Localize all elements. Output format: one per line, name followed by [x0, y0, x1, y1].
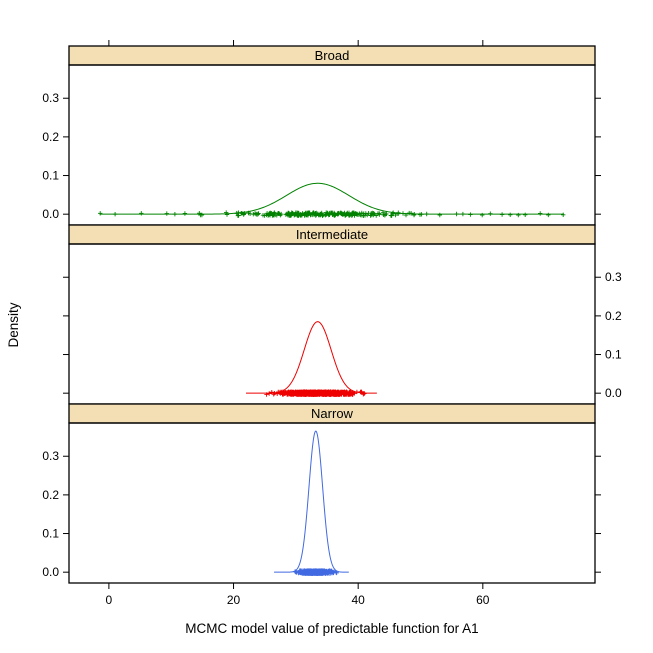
x-tick-label: 60 — [476, 593, 490, 607]
panel-border — [68, 422, 596, 584]
panel-border — [68, 243, 596, 405]
y-tick-label: 0.2 — [42, 130, 59, 144]
y-tick-label: 0.3 — [42, 91, 59, 105]
panel-strip-label-broad: Broad — [314, 48, 350, 63]
rug-points — [264, 389, 367, 397]
x-tick-label: 40 — [351, 593, 365, 607]
x-tick-label: 0 — [106, 593, 113, 607]
y-tick-label: 0.3 — [42, 449, 59, 463]
panel-strip-label-narrow: Narrow — [311, 406, 353, 421]
y-axis-title: Density — [6, 302, 21, 348]
y-tick-label: 0.1 — [42, 169, 59, 183]
y-tick-label: 0.2 — [42, 488, 59, 502]
y-tick-label: 0.2 — [605, 309, 622, 323]
panel-border — [68, 64, 596, 226]
panel-strip-label-intermediate: Intermediate — [295, 227, 369, 242]
y-tick-label: 0.0 — [605, 386, 622, 400]
x-tick-label: 20 — [227, 593, 241, 607]
rug-points — [292, 568, 339, 576]
rug-points — [98, 210, 566, 218]
x-axis-title: MCMC model value of predictable function… — [185, 621, 479, 636]
density-curve — [99, 182, 564, 215]
y-tick-label: 0.1 — [605, 348, 622, 362]
density-curve — [246, 321, 377, 394]
y-tick-label: 0.1 — [42, 527, 59, 541]
density-curve — [274, 430, 349, 573]
y-tick-label: 0.3 — [605, 270, 622, 284]
y-tick-label: 0.0 — [42, 565, 59, 579]
y-tick-label: 0.0 — [42, 207, 59, 221]
